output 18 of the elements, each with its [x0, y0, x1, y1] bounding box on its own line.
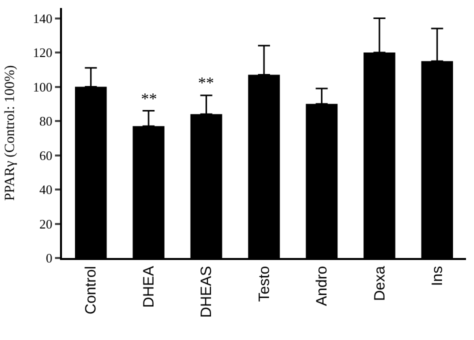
x-tick-label: DHEAS: [198, 266, 216, 318]
annotation: **: [141, 91, 157, 108]
y-tick-label: 80: [39, 114, 52, 129]
x-tick-label: Andro: [314, 266, 331, 306]
y-tick-label: 40: [39, 182, 52, 198]
x-tick-label: Testo: [256, 266, 273, 302]
annotation: **: [198, 75, 214, 92]
x-tick-label: Ins: [429, 266, 446, 286]
y-tick-label: 120: [32, 45, 52, 60]
x-tick-label: DHEA: [140, 266, 158, 308]
y-axis-title: PPARγ (Control: 100%): [3, 64, 18, 201]
y-tick-label: 20: [39, 216, 52, 232]
x-tick-label: Control: [82, 266, 100, 314]
y-tick-label: 140: [32, 10, 52, 26]
y-tick-label: 60: [39, 148, 52, 163]
y-tick-label: 100: [32, 79, 52, 94]
x-tick-label: Dexa: [371, 265, 388, 302]
y-tick-label: 0: [46, 250, 52, 266]
